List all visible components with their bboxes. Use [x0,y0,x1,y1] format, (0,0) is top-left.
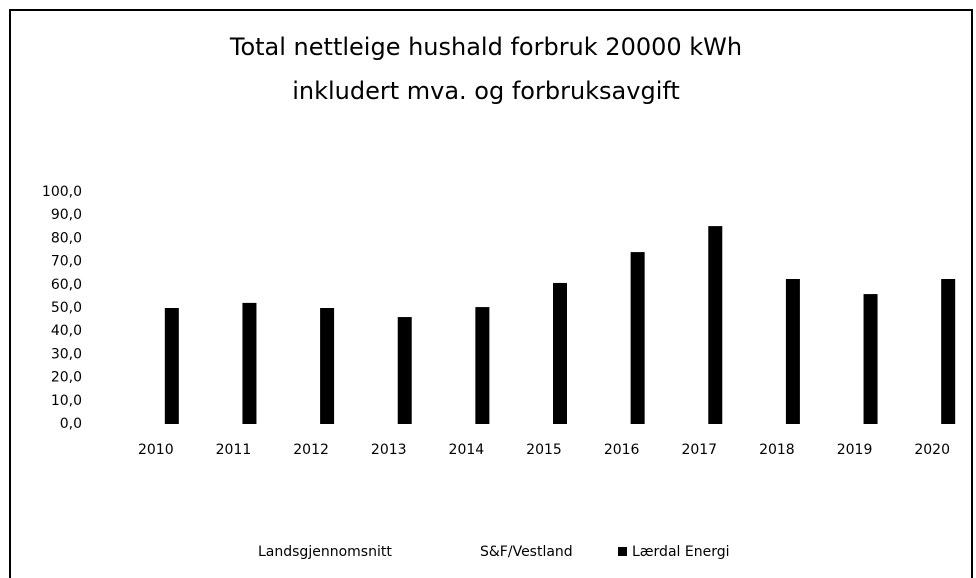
y-tick-label: 100,0 [42,184,82,200]
x-tick-label: 2020 [914,442,950,458]
bar [164,308,179,424]
chart-frame [9,9,973,578]
x-tick-label: 2018 [759,442,795,458]
chart-title: Total nettleige hushald forbruk 20000 kW… [229,33,742,61]
legend-swatch [466,547,475,556]
x-tick-label: 2011 [216,442,252,458]
x-tick-label: 2013 [371,442,407,458]
legend-label: Lærdal Energi [632,544,729,560]
y-tick-label: 80,0 [51,230,82,246]
bar [320,308,335,424]
y-tick-label: 20,0 [51,370,82,386]
x-tick-label: 2017 [681,442,717,458]
bar [242,302,257,424]
bar [630,252,645,424]
bar [863,294,878,424]
bar [475,307,490,424]
y-tick-label: 70,0 [51,254,82,270]
x-tick-label: 2012 [293,442,329,458]
x-tick-label: 2014 [449,442,485,458]
legend-swatch [244,547,253,556]
y-tick-label: 40,0 [51,323,82,339]
bar [553,282,567,424]
x-tick-label: 2016 [604,442,640,458]
bar [708,226,723,424]
x-tick-label: 2015 [526,442,562,458]
y-tick-label: 0,0 [60,416,82,432]
y-tick-label: 90,0 [51,207,82,223]
legend-label: Landsgjennomsnitt [258,544,392,560]
y-tick-label: 30,0 [51,346,82,362]
legend-swatch [618,547,627,556]
bar [941,279,956,424]
x-tick-label: 2019 [837,442,873,458]
bar [397,317,412,424]
y-tick-label: 10,0 [51,393,82,409]
bar [785,279,800,424]
chart-title: inkludert mva. og forbruksavgift [292,77,680,105]
y-tick-label: 50,0 [51,300,82,316]
x-tick-label: 2010 [138,442,174,458]
y-tick-label: 60,0 [51,277,82,293]
legend-label: S&F/Vestland [480,544,573,560]
